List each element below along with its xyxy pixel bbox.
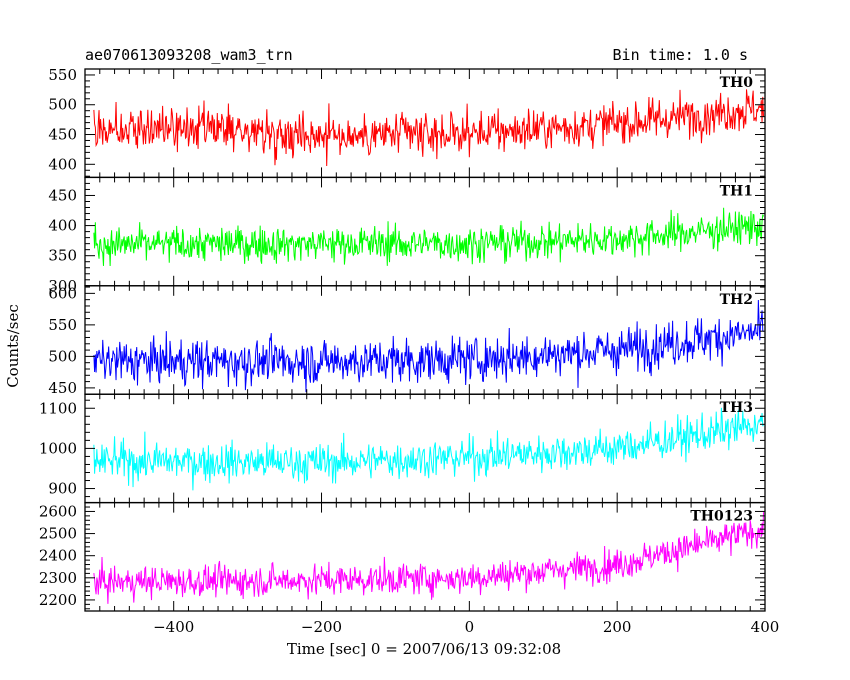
y-tick-label: 2200 [39,591,77,609]
y-tick-label: 2400 [39,547,77,565]
y-tick-label: 2600 [39,502,77,520]
bin-time-label: Bin time: 1.0 s [613,46,748,64]
panel-name-label: TH2 [720,292,753,308]
x-tick-label: −400 [153,618,194,636]
y-tick-label: 500 [48,96,77,114]
y-tick-label: 550 [48,316,77,334]
series-line-th1 [93,207,764,267]
y-tick-label: 300 [48,277,77,295]
panels-group: 400 450 500 550 TH0 300 350 400 450 TH1 450 500 550 6… [39,66,780,636]
panel-frame [84,285,766,395]
panel-th0123: 2200 2300 2400 2500 2600 TH0123 [39,501,766,612]
x-tick-label: 0 [465,618,475,636]
series-line-th0 [93,89,765,167]
panel-name-label: TH0123 [690,509,753,525]
y-tick-label: 500 [48,347,77,365]
y-tick-label: 400 [48,217,77,235]
y-tick-label: 1000 [39,439,77,457]
x-tick-label: 400 [751,618,780,636]
series-line-th3 [93,407,764,491]
y-tick-label: 450 [48,126,77,144]
panel-name-label: TH1 [720,183,753,199]
x-tick-label: −200 [301,618,342,636]
panel-th2: 450 500 550 600 TH2 [48,284,766,397]
panel-name-label: TH3 [720,400,753,416]
x-tick-label: 200 [603,618,632,636]
y-tick-label: 550 [48,66,77,84]
y-tick-label: 1100 [39,399,77,417]
y-tick-label: 2300 [39,569,77,587]
panel-name-label: TH0 [720,75,754,91]
y-tick-label: 350 [48,247,77,265]
panel-th0: 400 450 500 550 TH0 [48,66,766,179]
y-axis-label: Counts/sec [4,304,22,388]
panel-th3: 900 1000 1100 TH3 [39,393,766,504]
y-tick-label: 900 [48,480,77,498]
y-tick-label: 600 [48,284,77,302]
series-line-th0123 [93,512,765,604]
chart-title: ae070613093208_wam3_trn [85,46,293,64]
series-line-th2 [93,299,764,393]
x-axis-label: Time [sec] 0 = 2007/06/13 09:32:08 [287,640,561,658]
y-tick-label: 450 [48,379,77,397]
panel-frame [84,501,766,612]
y-tick-label: 2500 [39,525,77,543]
y-tick-label: 400 [48,155,77,173]
y-tick-label: 450 [48,186,77,204]
panel-th1: 300 350 400 450 TH1 [48,176,766,295]
